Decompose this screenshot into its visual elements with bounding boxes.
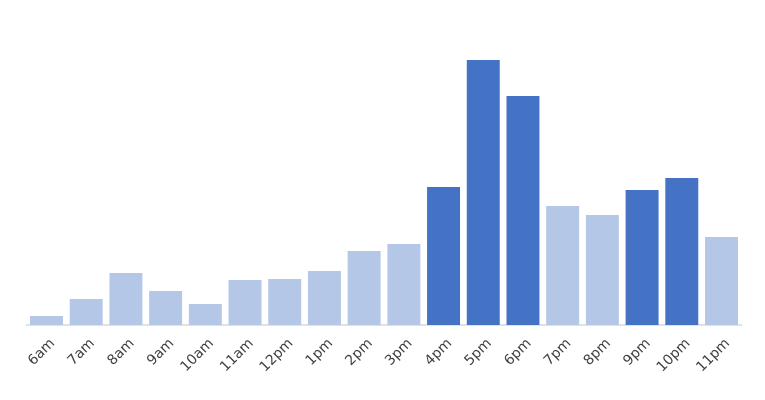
x-tick-label: 8pm xyxy=(580,335,614,369)
bar xyxy=(30,316,63,325)
x-tick-label: 9pm xyxy=(620,335,654,369)
bar xyxy=(149,291,183,325)
x-tick-label: 5pm xyxy=(461,335,495,369)
x-tick-label: 3pm xyxy=(382,335,416,369)
x-tick-label: 6am xyxy=(25,335,58,368)
x-tick-label: 12pm xyxy=(257,335,297,375)
bar xyxy=(625,190,659,325)
bar xyxy=(268,279,302,325)
x-tick-label: 4pm xyxy=(422,335,456,369)
bar xyxy=(69,299,103,325)
bar xyxy=(585,215,619,325)
x-tick-label: 7am xyxy=(65,335,98,368)
x-tick-label: 10am xyxy=(177,335,217,375)
bar xyxy=(188,304,222,325)
x-tick-label: 2pm xyxy=(342,335,376,369)
x-tick-label: 1pm xyxy=(303,335,337,369)
bar xyxy=(506,96,540,325)
x-tick-label: 11pm xyxy=(693,335,733,375)
bar xyxy=(665,178,699,325)
bar xyxy=(466,60,500,325)
bar xyxy=(347,251,381,325)
x-tick-label: 11am xyxy=(217,335,257,375)
bar xyxy=(546,206,580,325)
bar xyxy=(705,237,738,325)
bar xyxy=(307,271,341,325)
bar xyxy=(427,187,461,325)
x-tick-label: 9am xyxy=(144,335,177,368)
x-tick-label: 6pm xyxy=(501,335,535,369)
x-tick-label: 8am xyxy=(104,335,137,368)
x-tick-label: 10pm xyxy=(654,335,694,375)
x-tick-label: 7pm xyxy=(541,335,575,369)
bar xyxy=(387,244,421,325)
bar xyxy=(109,273,143,325)
bar xyxy=(228,280,262,325)
